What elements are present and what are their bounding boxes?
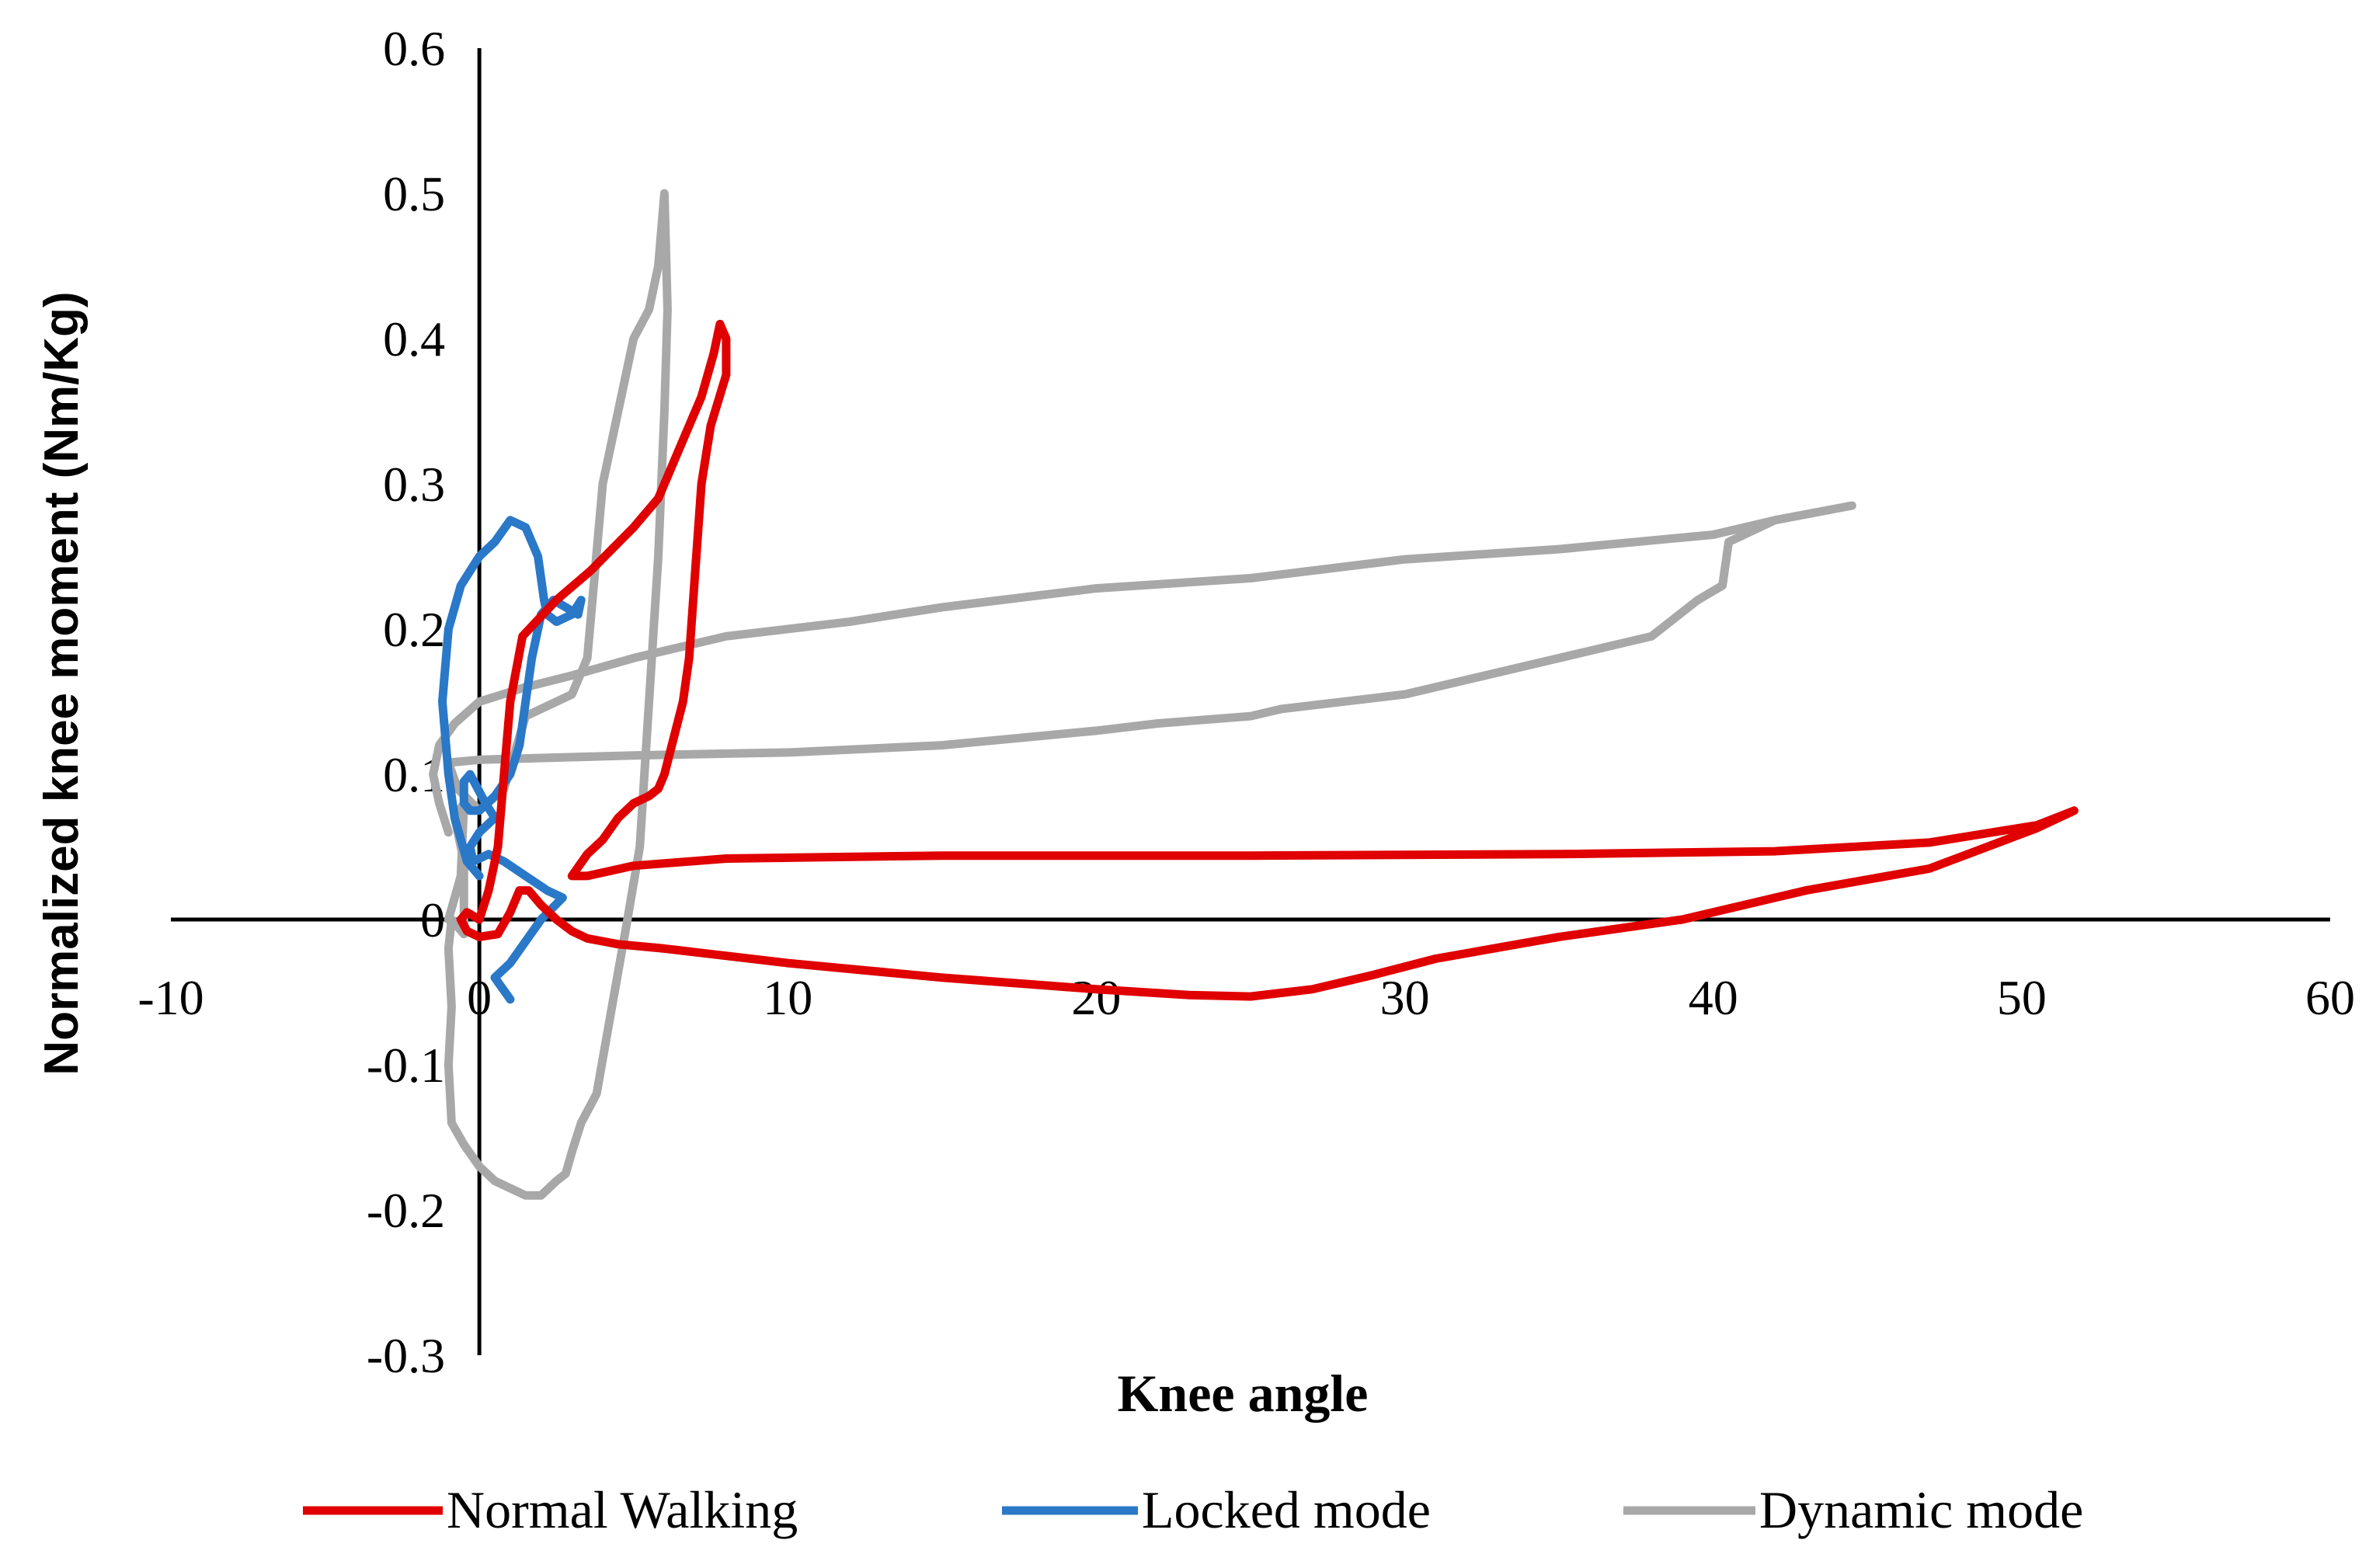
y-tick-label: 0.5 [383,166,445,221]
series-line-2 [429,189,1856,1200]
y-tick-label: 0.6 [383,21,445,76]
y-tick-label: -0.3 [367,1328,445,1383]
legend-label-0: Normal Walking [447,1480,798,1539]
y-tick-label: 0.4 [383,311,445,367]
y-tick-label: 0.2 [383,602,445,657]
x-tick-label: 60 [2305,970,2355,1025]
y-tick-label: 0.3 [383,457,445,512]
x-tick-label: 0 [467,970,492,1025]
x-tick-label: -10 [137,970,204,1025]
x-axis-label: Knee angle [1118,1364,1369,1423]
y-tick-label: -0.1 [367,1038,445,1093]
legend-label-2: Dynamic mode [1759,1480,2083,1539]
y-tick-label: 0 [420,892,445,947]
x-tick-labels: -10 0 10 20 30 40 50 60 [137,970,2355,1025]
legend: Normal Walking Locked mode Dynamic mode [303,1480,2083,1539]
y-axis-label: Normalized knee moment (Nm/Kg) [35,291,89,1075]
series-layer [429,189,2079,1200]
y-tick-labels: -0.3-0.2-0.100.10.20.30.40.50.6 [367,21,445,1383]
legend-label-1: Locked mode [1142,1480,1431,1539]
x-tick-label: 20 [1071,970,1121,1025]
x-tick-label: 40 [1689,970,1738,1025]
y-tick-label: -0.2 [367,1183,445,1238]
x-tick-label: 50 [1997,970,2047,1025]
x-tick-label: 30 [1380,970,1430,1025]
x-tick-label: 10 [763,970,812,1025]
series-line-0 [456,319,2079,1001]
